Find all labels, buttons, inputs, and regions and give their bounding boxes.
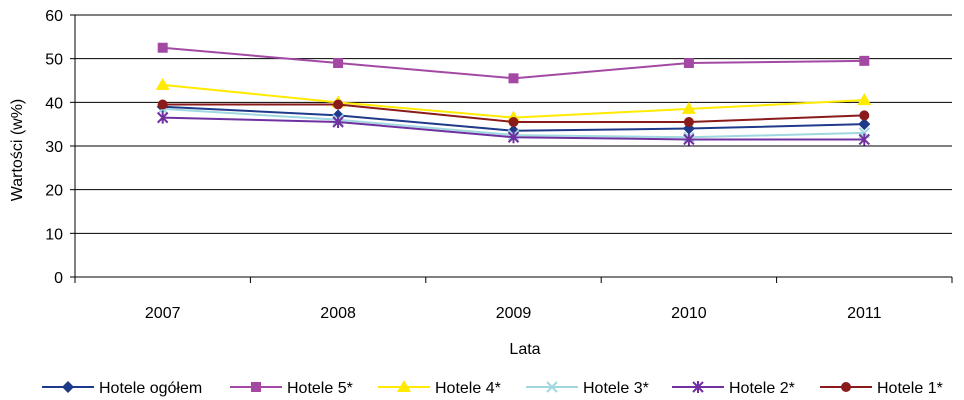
y-tick-label: 40 [45, 95, 63, 112]
y-axis-title: Wartości (w%) [9, 99, 26, 202]
x-axis-title: Lata [509, 341, 540, 358]
legend-label: Hotele 4* [435, 380, 501, 397]
data-point [158, 43, 168, 53]
data-point [509, 117, 519, 127]
data-point [158, 100, 168, 110]
y-tick-label: 50 [45, 52, 63, 69]
data-point [156, 78, 170, 90]
legend-item-0: Hotele ogółem [42, 380, 202, 397]
legend-label: Hotele 5* [287, 380, 353, 397]
legend-item-2: Hotele 4* [378, 380, 501, 397]
legend-marker [251, 382, 261, 392]
legend: Hotele ogółem Hotele 5* Hotele 4* Hotele 3*… [42, 380, 943, 397]
y-tick-label: 60 [45, 8, 63, 25]
data-point [333, 100, 343, 110]
legend-marker [62, 381, 74, 393]
legend-label: Hotele 3* [583, 380, 649, 397]
legend-marker [841, 382, 851, 392]
x-tick-labels: 2007 2008 2009 2010 2011 [145, 305, 882, 322]
x-tick-label: 2009 [496, 305, 532, 322]
x-tick-label: 2011 [847, 305, 882, 322]
data-point [859, 110, 869, 120]
axes [70, 15, 952, 283]
series-1 [158, 43, 870, 84]
y-tick-label: 0 [54, 270, 63, 287]
series-lines [156, 43, 872, 146]
x-tick-label: 2007 [145, 305, 181, 322]
x-tick-label: 2008 [320, 305, 356, 322]
y-tick-label: 10 [45, 226, 63, 243]
legend-label: Hotele 2* [729, 380, 795, 397]
legend-item-3: Hotele 3* [526, 380, 649, 397]
data-point [684, 117, 694, 127]
data-point [684, 58, 694, 68]
data-point [859, 56, 869, 66]
legend-item-1: Hotele 5* [230, 380, 353, 397]
y-tick-label: 30 [45, 139, 63, 156]
data-point [333, 58, 343, 68]
legend-item-4: Hotele 2* [672, 380, 795, 397]
legend-item-5: Hotele 1* [820, 380, 943, 397]
x-tick-label: 2010 [671, 305, 707, 322]
data-point [509, 73, 519, 83]
y-tick-labels: 0 10 20 30 40 50 60 [45, 8, 63, 287]
legend-label: Hotele ogółem [99, 380, 202, 397]
legend-label: Hotele 1* [877, 380, 943, 397]
data-point [857, 93, 871, 105]
y-tick-label: 20 [45, 183, 63, 200]
